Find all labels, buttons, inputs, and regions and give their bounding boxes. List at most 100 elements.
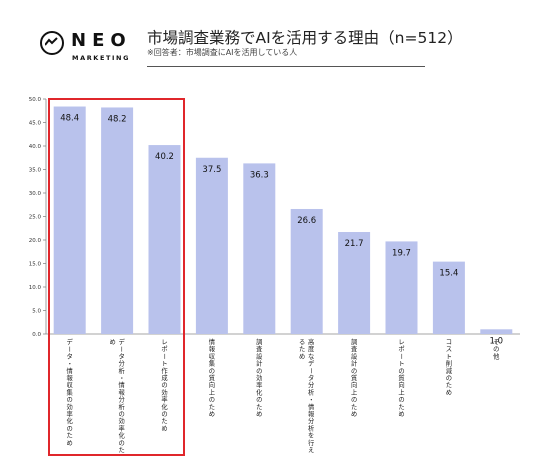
x-tick-char: タ xyxy=(308,373,314,382)
x-tick-char: 分 xyxy=(308,380,315,389)
x-tick-char: 他 xyxy=(493,351,500,360)
x-tick-char: 効 xyxy=(118,416,124,425)
x-tick-char: ・ xyxy=(66,360,73,366)
x-tick-char: レ xyxy=(398,339,404,346)
x-tick-char: ト xyxy=(446,353,452,360)
x-tick-char: の xyxy=(256,368,262,375)
x-tick-char: ー xyxy=(161,353,168,359)
x-tick-char: 計 xyxy=(256,359,263,368)
x-tick-char: ポ xyxy=(161,345,167,353)
x-tick-char: の xyxy=(398,368,404,375)
x-tick-char: 上 xyxy=(351,387,357,396)
x-tick-char: タ xyxy=(118,351,124,360)
bar xyxy=(53,106,86,335)
x-tick-char: 情 xyxy=(308,402,315,411)
x-tick-char: る xyxy=(299,338,305,346)
x-tick-char: の xyxy=(256,397,262,404)
bar-value-label: 37.5 xyxy=(202,165,221,175)
x-tick-char: 調 xyxy=(351,337,357,346)
x-tick-char: め xyxy=(67,439,73,447)
x-tick-char: 分 xyxy=(118,395,125,404)
x-tick-char: た xyxy=(299,345,305,353)
x-tick-char: 化 xyxy=(118,431,125,440)
x-tick-char: を xyxy=(308,432,314,440)
x-tick-char: ト xyxy=(398,361,404,368)
y-tick-label: 0.0 xyxy=(32,332,41,338)
x-tick-char: の xyxy=(161,411,167,418)
brand-tagline: MARKETING xyxy=(72,54,131,62)
brand-name: NEO xyxy=(71,30,132,51)
x-tick-char: ト xyxy=(161,361,167,368)
x-tick-char: の xyxy=(209,397,215,404)
bar-value-label: 48.4 xyxy=(60,114,79,124)
bar xyxy=(385,241,418,334)
bar-value-label: 15.4 xyxy=(439,269,458,279)
x-tick-char: た xyxy=(256,403,262,411)
x-tick-char: ー xyxy=(118,346,125,352)
y-tick-label: 35.0 xyxy=(29,168,42,174)
x-tick-label: その他 xyxy=(493,338,500,360)
y-tick-label: 25.0 xyxy=(29,215,42,221)
x-tick-char: 報 xyxy=(209,345,216,353)
bar-value-label: 19.7 xyxy=(392,248,411,258)
x-tick-char: た xyxy=(67,432,73,440)
x-tick-char: の xyxy=(118,440,124,447)
chart-subtitle: ※回答者：市場調査にAIを活用している人 xyxy=(147,48,298,57)
x-tick-char: 分 xyxy=(118,359,125,368)
x-tick-char: の xyxy=(398,397,404,404)
x-tick-char: の xyxy=(67,397,73,404)
x-tick-char: 高 xyxy=(308,337,314,346)
x-tick-char: た xyxy=(351,403,357,411)
x-tick-char: 作 xyxy=(161,366,168,375)
x-tick-char: 上 xyxy=(209,387,215,396)
x-tick-char: え xyxy=(308,446,314,454)
x-tick-char: め xyxy=(398,410,404,418)
bar-value-label: 40.2 xyxy=(155,152,174,162)
x-tick-char: 率 xyxy=(256,380,262,389)
x-tick-char: 情 xyxy=(118,380,125,389)
x-tick-char: 収 xyxy=(67,381,74,389)
x-tick-char: 成 xyxy=(161,373,168,382)
y-tick-label: 50.0 xyxy=(29,97,42,103)
bar xyxy=(243,163,276,334)
x-tick-char: め xyxy=(109,338,115,346)
y-tick-label: 40.0 xyxy=(29,144,42,150)
x-tick-char: レ xyxy=(161,339,167,346)
x-tick-char: 向 xyxy=(209,380,215,389)
x-tick-char: 設 xyxy=(256,351,263,360)
x-tick-char: 析 xyxy=(118,402,125,411)
x-tick-char: ー xyxy=(66,346,73,352)
x-tick-char: タ xyxy=(67,351,73,360)
x-tick-char: 報 xyxy=(67,374,74,382)
x-tick-char: 調 xyxy=(256,337,262,346)
x-tick-char: 率 xyxy=(67,409,73,418)
y-tick-label: 30.0 xyxy=(29,191,42,197)
bar-value-label: 26.6 xyxy=(297,216,316,226)
x-tick-char: の xyxy=(209,368,215,375)
x-tick-char: の xyxy=(67,425,73,432)
x-tick-char: 減 xyxy=(446,366,453,375)
chart-title: 市場調査業務でAIを活用する理由（n=512） xyxy=(147,29,463,47)
x-tick-char: 析 xyxy=(308,423,315,432)
x-tick-char: ポ xyxy=(398,345,404,353)
x-tick-char: ・ xyxy=(118,375,125,381)
bar xyxy=(480,329,513,334)
x-tick-char: 報 xyxy=(308,410,315,418)
bar-value-label: 1.0 xyxy=(490,336,504,346)
x-tick-char: 情 xyxy=(67,366,74,375)
x-tick-char: 率 xyxy=(161,395,167,404)
x-tick-char: 効 xyxy=(67,402,73,411)
x-tick-char: ー xyxy=(398,353,405,359)
x-tick-char: め xyxy=(161,424,167,432)
x-tick-char: 率 xyxy=(118,423,124,432)
x-tick-char: 化 xyxy=(256,387,263,396)
y-tick-label: 10.0 xyxy=(29,285,42,291)
y-tick-label: 5.0 xyxy=(32,309,41,315)
x-tick-char: 上 xyxy=(398,387,404,396)
x-tick-char: た xyxy=(209,403,215,411)
x-tick-char: 集 xyxy=(209,359,216,368)
x-tick-char: ・ xyxy=(307,396,314,402)
bar-value-label: 21.7 xyxy=(345,239,364,249)
